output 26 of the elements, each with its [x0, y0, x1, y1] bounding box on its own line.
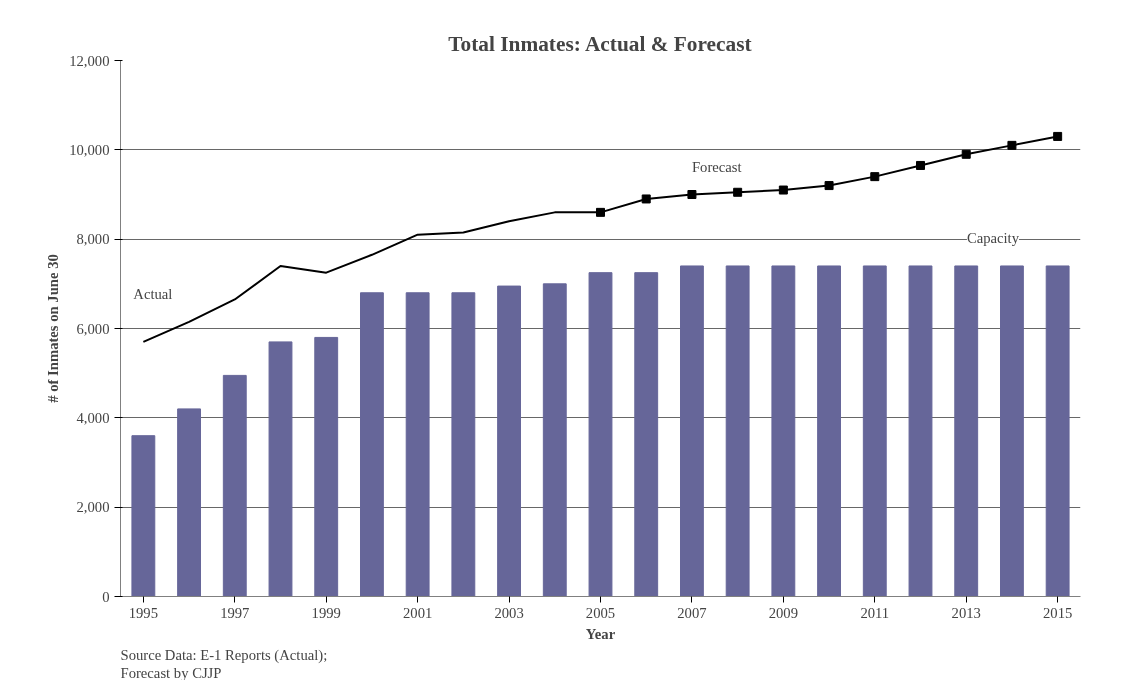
- x-tick-label: 1999: [311, 604, 341, 621]
- source-note: Source Data: E-1 Reports (Actual);: [120, 646, 328, 664]
- y-tick-label: 2,000: [76, 499, 110, 516]
- x-tick-label: 2013: [951, 604, 981, 621]
- x-tick-label: 2007: [677, 604, 707, 621]
- series-label: Forecast: [691, 158, 742, 175]
- x-tick-label: 2011: [860, 604, 890, 621]
- y-tick-label: 8,000: [76, 231, 110, 248]
- x-tick-label: 2001: [402, 604, 433, 621]
- y-tick-label: 12,000: [69, 52, 110, 69]
- y-tick-label: 6,000: [76, 320, 110, 337]
- series-label: Capacity: [966, 229, 1020, 246]
- y-tick-label: 4,000: [76, 409, 110, 426]
- y-axis-title: # of Inmates on June 30: [45, 254, 62, 403]
- x-tick-label: 2015: [1042, 604, 1073, 621]
- x-tick-label: 2005: [585, 604, 616, 621]
- x-tick-label: 2009: [768, 604, 799, 621]
- chart-title: Total Inmates: Actual & Forecast: [448, 31, 753, 56]
- x-axis-title: Year: [585, 625, 616, 642]
- text: Forecast by CJJP: [120, 664, 222, 681]
- series-label: Actual: [133, 285, 173, 302]
- x-tick-label: 2003: [494, 604, 524, 621]
- x-tick-label: 1995: [128, 604, 159, 621]
- y-tick-label: 10,000: [69, 141, 110, 158]
- y-tick-label: 0: [102, 588, 110, 605]
- x-tick-label: 1997: [220, 604, 250, 621]
